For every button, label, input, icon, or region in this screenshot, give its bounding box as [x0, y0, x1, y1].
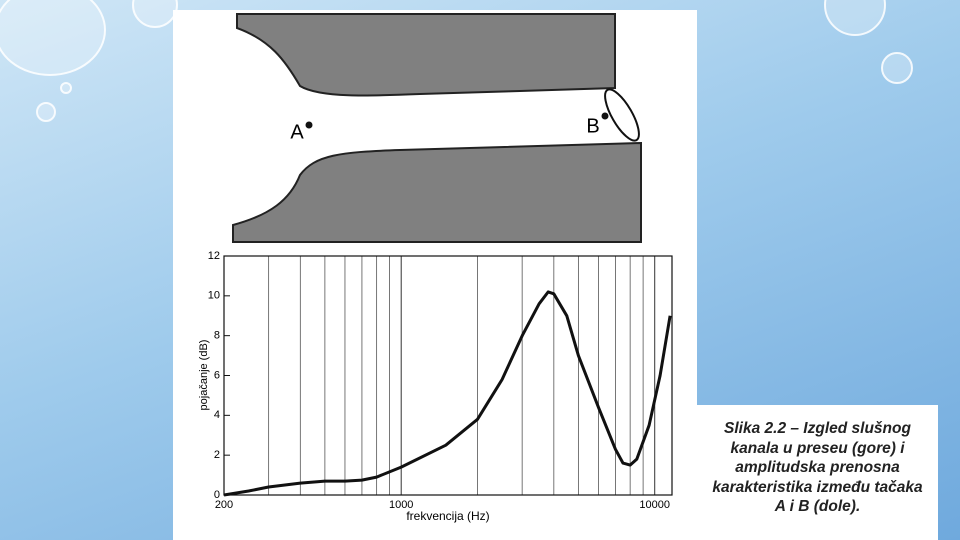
caption-line: amplitudska prenosna [735, 459, 900, 476]
eardrum [604, 88, 640, 142]
x-tick-label: 10000 [639, 499, 670, 511]
bubble [0, 0, 106, 76]
y-tick-label: 6 [214, 369, 220, 381]
y-tick-label: 2 [214, 449, 220, 461]
bubble [824, 0, 886, 36]
y-axis-label: pojačanje (dB) [198, 340, 210, 411]
x-tick-label: 200 [215, 499, 233, 511]
caption-line: A i B (dole). [774, 498, 861, 515]
canal-wall-bottom [232, 141, 642, 243]
point-a [305, 121, 313, 129]
diagram-label: B [586, 115, 599, 137]
plot-frame [223, 255, 673, 496]
bubbles [0, 0, 913, 122]
bubble [60, 82, 72, 94]
caption-line: kanala u preseu (gore) i [730, 439, 905, 457]
bubble [132, 0, 178, 28]
bubble [881, 52, 913, 84]
y-tick-label: 8 [214, 330, 220, 342]
ear-canal-diagram: A B [232, 13, 642, 243]
caption: Slika 2.2 – Izgled slušnog kanala u pres… [697, 405, 938, 540]
y-tick-label: 4 [214, 409, 220, 421]
x-tick-label: 1000 [389, 499, 413, 511]
bubble [36, 102, 56, 122]
y-tick-label: 0 [214, 489, 220, 501]
diagram-label: A [290, 121, 304, 143]
caption-line: Slika 2.2 – Izgled slušnog [724, 420, 911, 437]
point-b [601, 112, 609, 120]
caption-line: karakteristika između tačaka [712, 478, 923, 496]
canal-wall-top [236, 13, 616, 97]
y-tick-label: 12 [208, 250, 220, 262]
y-tick-label: 10 [208, 290, 220, 302]
response-curve [223, 290, 672, 497]
chart: 200 1000 10000 0 2 4 6 8 10 12 [208, 250, 673, 511]
x-axis-label: frekvencija (Hz) [406, 509, 489, 523]
